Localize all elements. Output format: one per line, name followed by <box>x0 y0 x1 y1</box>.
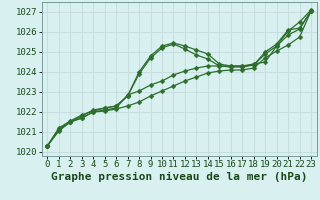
X-axis label: Graphe pression niveau de la mer (hPa): Graphe pression niveau de la mer (hPa) <box>51 172 308 182</box>
